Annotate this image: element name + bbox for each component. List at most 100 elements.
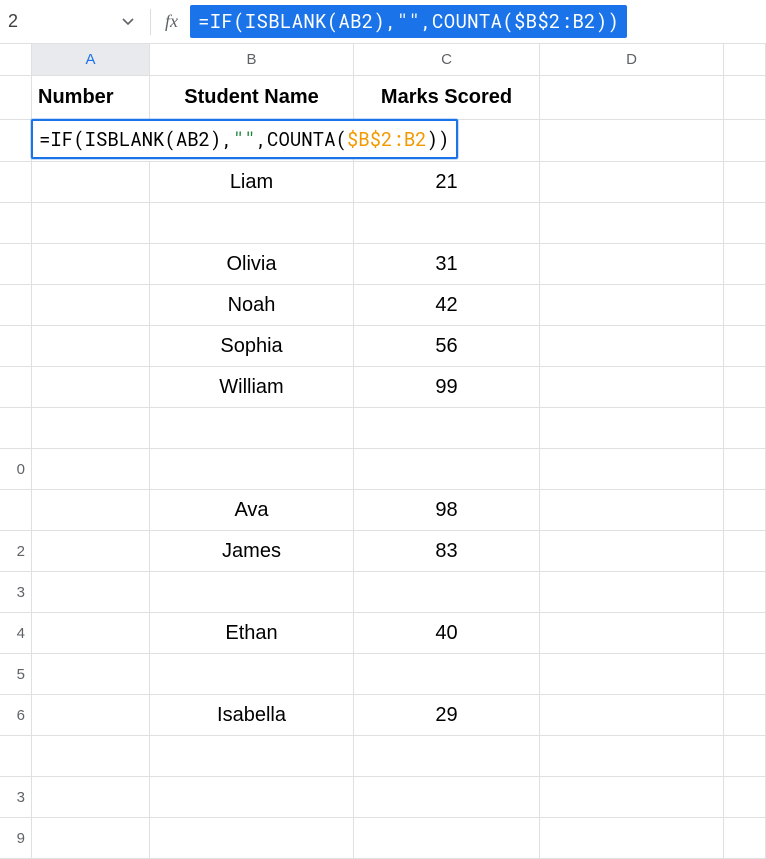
cell[interactable]: [354, 203, 540, 244]
cell[interactable]: 21: [354, 162, 540, 203]
cell[interactable]: [540, 654, 724, 695]
cell[interactable]: [724, 285, 766, 326]
cell[interactable]: [150, 572, 354, 613]
cell[interactable]: William: [150, 367, 354, 408]
cell[interactable]: [354, 818, 540, 859]
cell[interactable]: [724, 531, 766, 572]
row-header[interactable]: [0, 367, 32, 408]
cell[interactable]: [32, 367, 150, 408]
row-header[interactable]: [0, 285, 32, 326]
select-all-corner[interactable]: [0, 44, 32, 76]
cell[interactable]: 31: [354, 244, 540, 285]
cell[interactable]: [724, 408, 766, 449]
cell[interactable]: [540, 572, 724, 613]
row-header[interactable]: [0, 76, 32, 120]
cell[interactable]: [724, 76, 766, 120]
cell[interactable]: [724, 367, 766, 408]
cell[interactable]: [32, 777, 150, 818]
cell[interactable]: [32, 613, 150, 654]
cell[interactable]: [540, 613, 724, 654]
cell[interactable]: [724, 818, 766, 859]
cell[interactable]: [724, 572, 766, 613]
cell[interactable]: [724, 490, 766, 531]
active-cell-A2[interactable]: =IF(ISBLANK(AB2),"",COUNTA($B$2:B2)): [32, 120, 150, 162]
row-header[interactable]: 0: [0, 449, 32, 490]
cell[interactable]: [540, 490, 724, 531]
header-number[interactable]: Number: [32, 76, 150, 120]
col-header-A[interactable]: A: [32, 44, 150, 76]
cell[interactable]: [540, 120, 724, 162]
cell[interactable]: [724, 777, 766, 818]
cell[interactable]: [724, 736, 766, 777]
name-box-dropdown-icon[interactable]: [122, 18, 134, 26]
cell[interactable]: [150, 818, 354, 859]
cell[interactable]: Ethan: [150, 613, 354, 654]
col-header-D[interactable]: D: [540, 44, 724, 76]
cell[interactable]: 56: [354, 326, 540, 367]
cell[interactable]: [724, 120, 766, 162]
row-header[interactable]: 9: [0, 818, 32, 859]
cell[interactable]: 42: [354, 285, 540, 326]
cell[interactable]: [32, 285, 150, 326]
cell[interactable]: [32, 244, 150, 285]
cell[interactable]: [724, 203, 766, 244]
row-header[interactable]: 4: [0, 613, 32, 654]
cell[interactable]: [540, 244, 724, 285]
header-marks[interactable]: Marks Scored: [354, 76, 540, 120]
cell[interactable]: [540, 326, 724, 367]
cell[interactable]: [32, 572, 150, 613]
formula-edit-overlay[interactable]: =IF(ISBLANK(AB2),"",COUNTA($B$2:B2)): [31, 119, 458, 159]
cell[interactable]: [32, 695, 150, 736]
cell[interactable]: Sophia: [150, 326, 354, 367]
cell[interactable]: [724, 695, 766, 736]
row-header[interactable]: 2: [0, 531, 32, 572]
cell[interactable]: [540, 449, 724, 490]
cell[interactable]: Olivia: [150, 244, 354, 285]
col-header-E[interactable]: [724, 44, 766, 76]
col-header-C[interactable]: C: [354, 44, 540, 76]
cell[interactable]: [724, 162, 766, 203]
cell[interactable]: [32, 531, 150, 572]
cell[interactable]: [150, 408, 354, 449]
cell[interactable]: [354, 572, 540, 613]
cell[interactable]: [32, 818, 150, 859]
cell[interactable]: [540, 203, 724, 244]
cell[interactable]: [724, 326, 766, 367]
cell[interactable]: [724, 654, 766, 695]
row-header[interactable]: 5: [0, 654, 32, 695]
col-header-B[interactable]: B: [150, 44, 354, 76]
cell[interactable]: [540, 76, 724, 120]
formula-input[interactable]: =IF(ISBLANK(AB2),"",COUNTA($B$2:B2)): [190, 5, 762, 38]
row-header[interactable]: 3: [0, 572, 32, 613]
cell[interactable]: [32, 326, 150, 367]
row-header[interactable]: [0, 326, 32, 367]
cell[interactable]: [540, 695, 724, 736]
cell[interactable]: [540, 818, 724, 859]
cell[interactable]: [540, 531, 724, 572]
cell[interactable]: [32, 162, 150, 203]
cell[interactable]: 98: [354, 490, 540, 531]
row-header[interactable]: [0, 490, 32, 531]
cell[interactable]: [540, 285, 724, 326]
row-header[interactable]: [0, 162, 32, 203]
cell[interactable]: [724, 244, 766, 285]
cell[interactable]: [540, 367, 724, 408]
cell[interactable]: [150, 203, 354, 244]
row-header[interactable]: [0, 408, 32, 449]
cell[interactable]: [354, 654, 540, 695]
cell[interactable]: [540, 162, 724, 203]
row-header[interactable]: [0, 736, 32, 777]
cell[interactable]: [32, 408, 150, 449]
row-header[interactable]: [0, 120, 32, 162]
cell[interactable]: 40: [354, 613, 540, 654]
cell[interactable]: James: [150, 531, 354, 572]
cell[interactable]: [32, 203, 150, 244]
row-header[interactable]: 3: [0, 777, 32, 818]
cell[interactable]: [354, 449, 540, 490]
cell[interactable]: [32, 490, 150, 531]
cell[interactable]: [150, 777, 354, 818]
cell[interactable]: [354, 408, 540, 449]
row-header[interactable]: [0, 244, 32, 285]
cell[interactable]: [150, 654, 354, 695]
cell[interactable]: [150, 736, 354, 777]
